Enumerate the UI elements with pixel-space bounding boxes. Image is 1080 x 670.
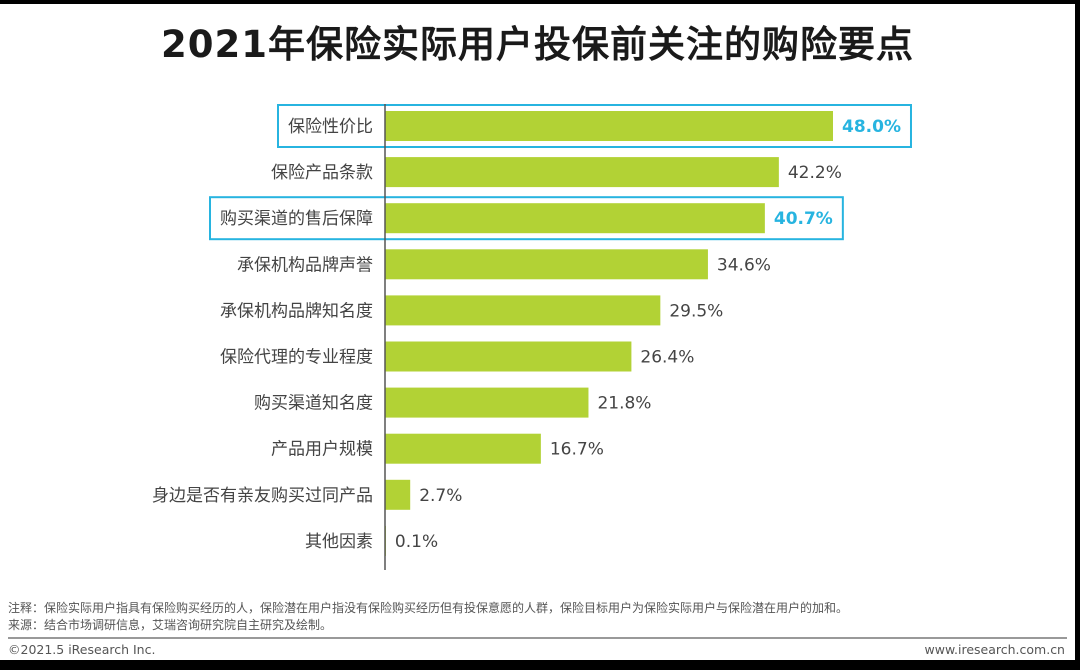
highlight-box — [277, 104, 912, 148]
value-label: 16.7% — [550, 440, 604, 460]
category-label: 购买渠道的售后保障 — [220, 209, 373, 229]
category-label: 承保机构品牌声誉 — [237, 255, 373, 275]
value-label: 40.7% — [774, 209, 833, 229]
copyright: ©2021.5 iResearch Inc. — [8, 642, 156, 657]
slide: 2021年保险实际用户投保前关注的购险要点 保险性价比 48.0% 保险产品条款 42… — [0, 4, 1075, 660]
value-label: 2.7% — [419, 486, 462, 506]
footer-divider — [8, 637, 1067, 639]
source-text: 来源：结合市场调研信息，艾瑞咨询研究院自主研究及绘制。 — [8, 618, 333, 632]
bar-chart: 保险性价比 48.0% 保险产品条款 42.2% 购买渠道的售后保障 40.7% 承保机构品… — [152, 104, 912, 570]
category-label: 产品用户规模 — [271, 440, 373, 460]
category-label: 其他因素 — [305, 532, 373, 552]
bar — [385, 249, 708, 280]
footnotes: 注释：保险实际用户指具有保险购买经历的人，保险潜在用户指没有保险购买经历但有投保… — [8, 600, 848, 634]
value-label: 34.6% — [717, 255, 771, 275]
note-text: 注释：保险实际用户指具有保险购买经历的人，保险潜在用户指没有保险购买经历但有投保… — [8, 601, 849, 615]
bar — [385, 387, 589, 418]
website-link[interactable]: www.iresearch.com.cn — [924, 642, 1066, 657]
highlight-box — [209, 196, 844, 241]
category-label: 保险性价比 — [288, 117, 373, 137]
value-label: 0.1% — [395, 532, 438, 552]
bar — [385, 295, 661, 326]
bar — [385, 157, 779, 188]
value-label: 48.0% — [842, 117, 901, 137]
value-label: 26.4% — [640, 348, 694, 368]
bar — [385, 203, 765, 234]
category-label: 承保机构品牌知名度 — [220, 301, 373, 321]
bar — [385, 433, 541, 464]
value-label: 21.8% — [597, 394, 651, 414]
category-label: 保险代理的专业程度 — [220, 348, 373, 368]
bar — [385, 341, 632, 372]
category-label: 身边是否有亲友购买过同产品 — [152, 486, 373, 506]
value-label: 42.2% — [788, 163, 842, 183]
chart-title: 2021年保险实际用户投保前关注的购险要点 — [161, 23, 914, 66]
bar — [385, 479, 411, 510]
category-label: 购买渠道知名度 — [254, 394, 373, 414]
bar — [385, 111, 833, 141]
value-label: 29.5% — [669, 301, 723, 321]
category-label: 保险产品条款 — [271, 163, 373, 183]
